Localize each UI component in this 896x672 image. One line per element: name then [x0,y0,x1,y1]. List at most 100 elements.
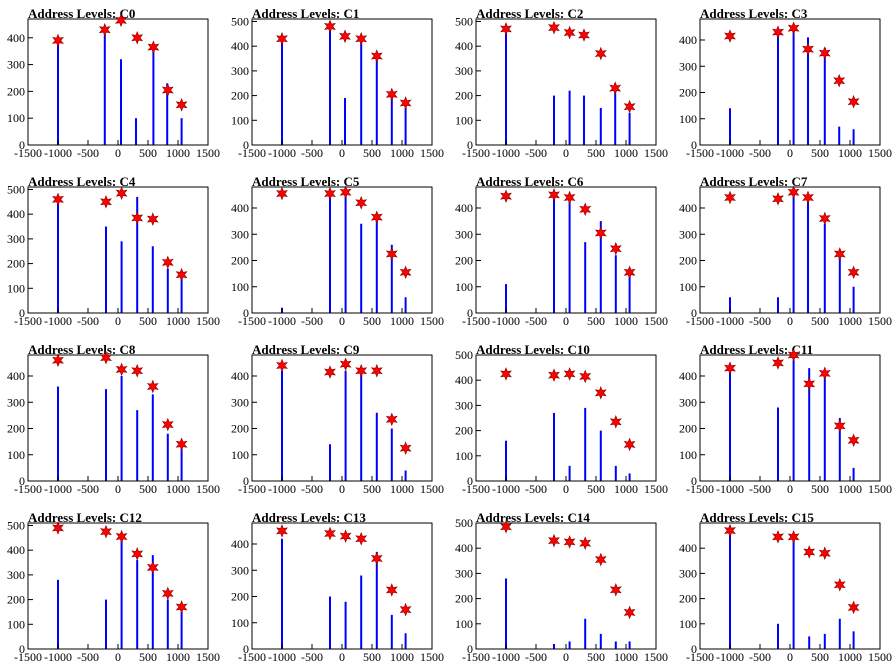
chart-plot: 0 100 200 300 400 -1500 -1000 -500 0 500 1000 1500 [7,13,220,160]
x-tick-label: -500 [301,650,323,664]
x-tick-label: -1000 [268,650,296,664]
y-tick-label: 300 [231,395,249,409]
histogram-bar [823,47,826,146]
histogram-bar [568,641,571,649]
histogram-bar [808,636,811,649]
x-tick-label: -1500 [686,314,714,328]
histogram-bar [390,244,393,313]
chart-plot: 0 100 200 300 400 -1500 -1000 -500 0 500 1000 1500 [7,350,220,496]
histogram-bar [375,412,378,481]
histogram-bar [505,284,507,314]
y-tick-label: 400 [7,31,25,45]
histogram-bar [166,433,169,481]
star-marker [594,226,607,240]
histogram-bar [729,108,731,145]
x-tick-label: 1000 [390,314,414,328]
histogram-bar [614,255,617,313]
histogram-bar [808,368,811,482]
chart-panel: Address Levels: C14 0 100 200 300 400 500 -1500… [448,504,672,672]
histogram-bar [390,95,393,145]
x-tick-label: 500 [587,650,605,664]
star-marker [772,356,784,370]
x-tick-label: 1000 [166,482,190,496]
star-marker [500,22,512,36]
histogram-bar [135,118,137,145]
x-tick-label: -1000 [268,146,296,160]
y-tick-label: 0 [243,138,249,152]
x-tick-label: -1500 [462,482,490,496]
star-marker [787,185,800,200]
star-marker [399,602,412,617]
star-marker [98,22,111,37]
star-marker [563,535,576,549]
x-tick-label: -1500 [14,650,42,664]
histogram-bar [838,418,841,481]
histogram-bar [777,623,779,649]
chart-panel: Address Levels: C15 0 100 200 300 400 -1500 -10… [672,504,896,672]
star-marker [52,33,64,48]
x-tick-label: 1000 [614,650,638,664]
y-tick-label: 100 [455,280,473,294]
plot-frame [475,522,657,650]
y-tick-label: 200 [7,84,25,98]
histogram-bar [166,83,169,145]
star-marker [355,363,368,378]
star-marker [161,417,174,432]
y-tick-label: 0 [19,306,25,320]
star-marker [339,185,352,200]
histogram-bar [180,278,183,313]
x-tick-label: 1000 [166,146,190,160]
y-tick-label: 400 [679,33,697,47]
x-tick-label: 1500 [868,314,892,328]
y-tick-label: 500 [455,348,473,362]
y-tick-label: 100 [231,113,249,127]
x-tick-label: 0 [339,314,345,328]
y-tick-label: 500 [7,518,25,532]
x-tick-label: 1500 [420,146,444,160]
x-tick-label: -1500 [462,650,490,664]
star-marker [803,377,816,391]
x-tick-label: 500 [811,482,829,496]
star-marker [594,552,607,567]
y-tick-label: 300 [231,227,249,241]
y-tick-label: 0 [243,306,249,320]
star-marker [772,530,784,544]
y-tick-label: 400 [231,201,249,215]
star-marker [339,529,352,543]
x-tick-label: -500 [77,650,99,664]
y-tick-label: 0 [19,642,25,656]
x-tick-label: -1500 [462,314,490,328]
y-tick-label: 300 [7,58,25,72]
chart-plot: 0 100 200 300 400 -1500 -1000 -500 0 500 1000 1500 [679,185,892,328]
x-tick-label: -1500 [462,146,490,160]
x-tick-label: -1500 [686,482,714,496]
x-tick-label: 0 [115,650,121,664]
star-marker [175,97,188,112]
histogram-bar [329,26,331,145]
chart-title: Address Levels: C13 [252,510,366,525]
x-tick-label: -500 [749,314,771,328]
histogram-bar [390,428,393,481]
x-tick-label: -1500 [238,650,266,664]
y-tick-label: 300 [679,227,697,241]
x-tick-label: 0 [787,650,793,664]
star-marker [847,94,860,109]
x-tick-label: -1500 [14,314,42,328]
histogram-bar [792,32,795,146]
star-marker [500,367,512,381]
histogram-bar [584,618,587,649]
star-marker [623,437,636,452]
plot-frame [699,354,881,482]
star-marker [500,189,512,204]
star-marker [548,368,560,382]
y-tick-label: 200 [231,89,249,103]
y-tick-label: 100 [455,617,473,631]
chart-title: Address Levels: C0 [28,6,136,21]
star-marker [833,73,846,88]
y-tick-label: 0 [243,474,249,488]
histogram-bar [583,95,585,145]
histogram-bar [344,98,346,145]
star-marker [724,361,736,375]
y-tick-label: 0 [691,642,697,656]
